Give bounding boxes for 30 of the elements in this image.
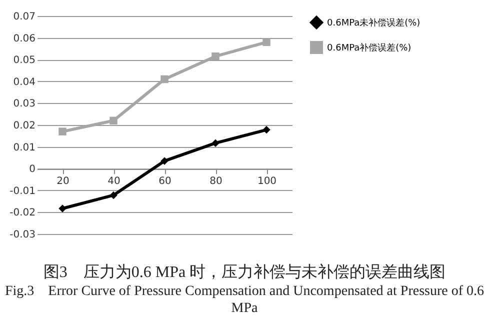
x-tick-label: 40 [108, 176, 120, 188]
point [160, 157, 168, 165]
y-tick-label: 0.06 [13, 33, 36, 44]
y-tick-label: 0 [29, 164, 36, 176]
point [160, 75, 168, 84]
y-tick-label: 0.03 [13, 98, 36, 110]
y-tick-label: -0.02 [10, 208, 36, 219]
y-tick-label: 0.02 [13, 120, 36, 132]
y-tick-label: 0.01 [13, 142, 36, 154]
x-tick-label: 20 [56, 176, 70, 188]
x-tick-label: 80 [210, 176, 222, 188]
point [110, 191, 118, 200]
point [212, 139, 220, 147]
y-tick-label: 0.04 [13, 76, 36, 88]
point [58, 204, 66, 212]
point [110, 116, 118, 125]
y-tick-label: 0.05 [13, 55, 36, 66]
x-tick-label: 60 [158, 176, 172, 188]
point [262, 38, 270, 46]
y-tick-label: -0.01 [10, 186, 36, 197]
point [58, 128, 66, 136]
text: 图3 压力为0.6 MPa 时，压力补偿与未补偿的误差曲线图 [42, 262, 447, 283]
legend-label: 0.6MPa补偿误差(%) [327, 42, 412, 54]
point [262, 126, 270, 134]
text: Fig.3 Error Curve of Pressure Compensation and Uncompensated at Pressure of 0.6 MPa [4, 283, 485, 317]
legend-label: 0.6MPa未补偿误差(%) [327, 18, 420, 28]
y-tick-label: 0.07 [13, 12, 36, 22]
x-tick-label: 100 [257, 176, 277, 188]
y-tick-label: -0.03 [10, 230, 36, 240]
point [212, 52, 220, 60]
